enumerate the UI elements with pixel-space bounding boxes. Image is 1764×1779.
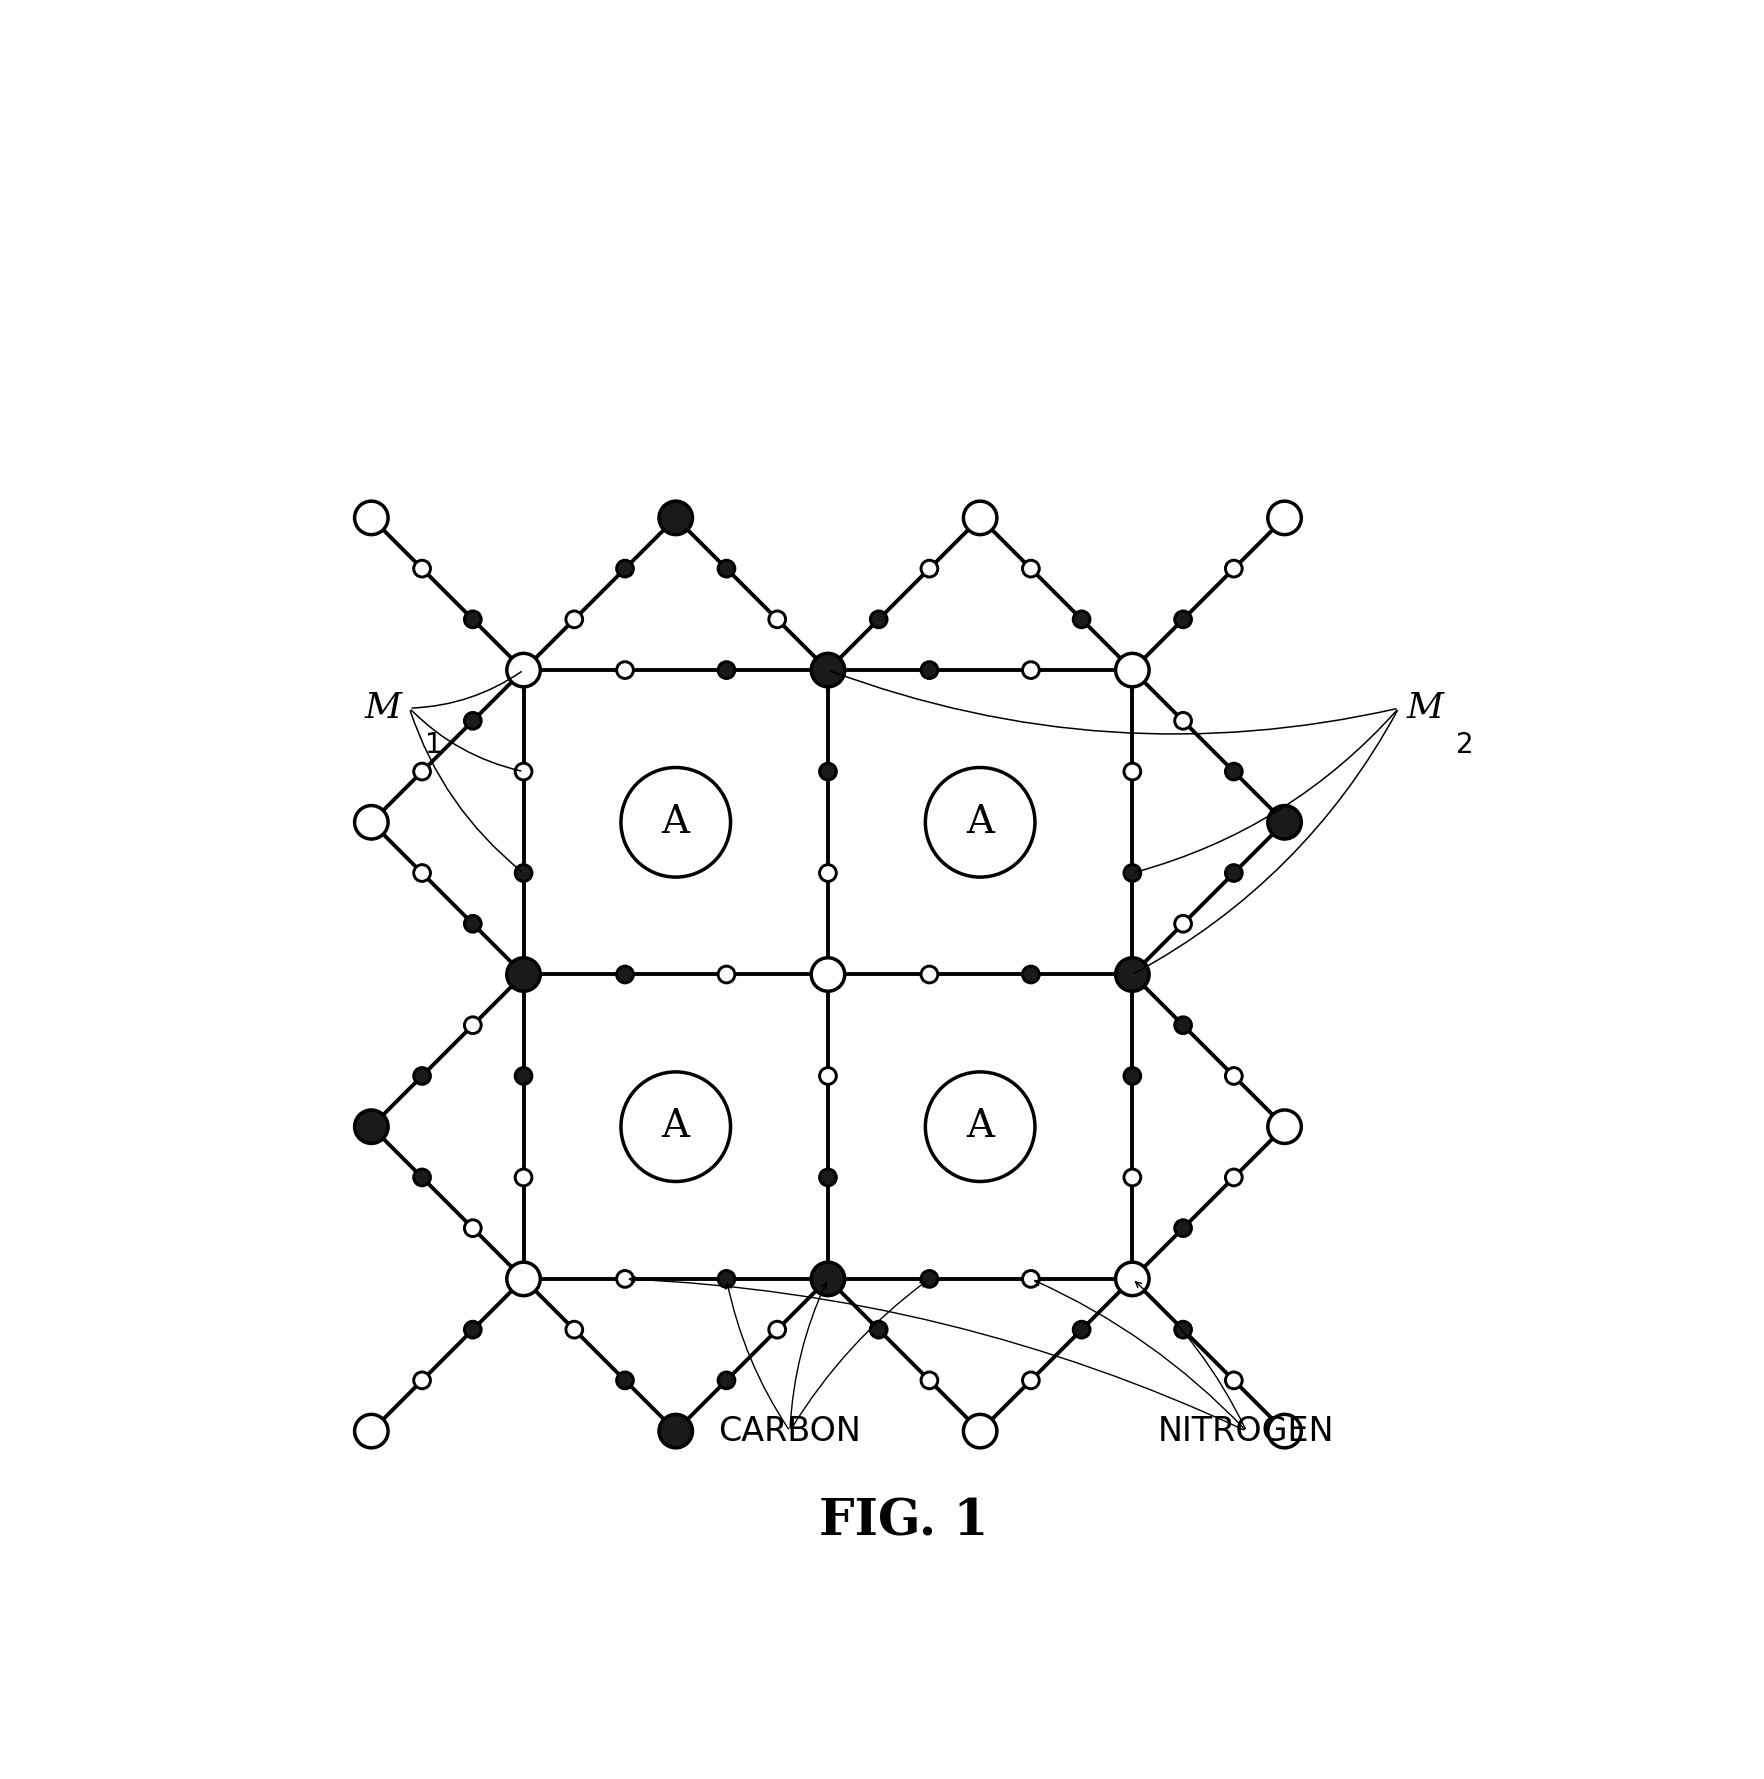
Circle shape bbox=[464, 1220, 482, 1236]
Circle shape bbox=[820, 1169, 836, 1187]
Circle shape bbox=[1124, 763, 1141, 779]
Circle shape bbox=[1124, 1169, 1141, 1187]
Circle shape bbox=[464, 610, 482, 628]
Circle shape bbox=[355, 1414, 388, 1448]
Circle shape bbox=[769, 610, 785, 628]
Circle shape bbox=[1268, 806, 1302, 840]
Circle shape bbox=[1023, 1372, 1039, 1389]
Circle shape bbox=[1175, 712, 1191, 729]
Circle shape bbox=[1226, 1067, 1242, 1085]
Circle shape bbox=[1023, 560, 1039, 576]
Circle shape bbox=[718, 966, 736, 982]
Circle shape bbox=[820, 865, 836, 881]
Circle shape bbox=[1115, 957, 1148, 991]
Circle shape bbox=[355, 1110, 388, 1144]
Circle shape bbox=[1175, 916, 1191, 932]
Circle shape bbox=[617, 966, 633, 982]
Circle shape bbox=[617, 662, 633, 678]
Text: 2: 2 bbox=[1455, 731, 1473, 760]
Circle shape bbox=[566, 610, 582, 628]
Text: NITROGEN: NITROGEN bbox=[1159, 1414, 1335, 1448]
Circle shape bbox=[515, 1169, 533, 1187]
Circle shape bbox=[515, 1067, 533, 1085]
Circle shape bbox=[718, 1372, 736, 1389]
Circle shape bbox=[1124, 865, 1141, 881]
Text: A: A bbox=[662, 804, 690, 841]
Circle shape bbox=[1226, 1169, 1242, 1187]
Circle shape bbox=[464, 1322, 482, 1338]
Circle shape bbox=[820, 1067, 836, 1085]
Circle shape bbox=[464, 1018, 482, 1034]
Circle shape bbox=[1115, 1261, 1148, 1295]
Circle shape bbox=[660, 1414, 693, 1448]
Circle shape bbox=[811, 957, 845, 991]
Circle shape bbox=[415, 865, 430, 881]
Text: M: M bbox=[365, 690, 402, 726]
Circle shape bbox=[1175, 1018, 1191, 1034]
Text: CARBON: CARBON bbox=[718, 1414, 861, 1448]
Circle shape bbox=[1073, 610, 1090, 628]
Circle shape bbox=[415, 1067, 430, 1085]
Circle shape bbox=[660, 502, 693, 535]
Circle shape bbox=[718, 662, 736, 678]
Circle shape bbox=[617, 1372, 633, 1389]
Circle shape bbox=[1023, 662, 1039, 678]
Text: A: A bbox=[967, 804, 995, 841]
Circle shape bbox=[963, 1414, 997, 1448]
Circle shape bbox=[1023, 966, 1039, 982]
Circle shape bbox=[1073, 1322, 1090, 1338]
Circle shape bbox=[355, 806, 388, 840]
Circle shape bbox=[506, 957, 540, 991]
Circle shape bbox=[1226, 763, 1242, 779]
Circle shape bbox=[811, 653, 845, 687]
Text: FIG. 1: FIG. 1 bbox=[818, 1498, 990, 1548]
Circle shape bbox=[1115, 653, 1148, 687]
Circle shape bbox=[355, 502, 388, 535]
Circle shape bbox=[1268, 502, 1302, 535]
Circle shape bbox=[464, 916, 482, 932]
Circle shape bbox=[506, 653, 540, 687]
Circle shape bbox=[464, 712, 482, 729]
Circle shape bbox=[718, 560, 736, 576]
Circle shape bbox=[617, 560, 633, 576]
Circle shape bbox=[811, 1261, 845, 1295]
Circle shape bbox=[1226, 560, 1242, 576]
Circle shape bbox=[921, 662, 938, 678]
Circle shape bbox=[870, 1322, 887, 1338]
Circle shape bbox=[506, 1261, 540, 1295]
Circle shape bbox=[921, 966, 938, 982]
Circle shape bbox=[1226, 865, 1242, 881]
Text: A: A bbox=[967, 1108, 995, 1146]
Circle shape bbox=[1175, 1220, 1191, 1236]
Circle shape bbox=[921, 560, 938, 576]
Circle shape bbox=[515, 763, 533, 779]
Circle shape bbox=[1175, 1322, 1191, 1338]
Circle shape bbox=[1124, 1067, 1141, 1085]
Circle shape bbox=[820, 763, 836, 779]
Circle shape bbox=[617, 1270, 633, 1288]
Circle shape bbox=[566, 1322, 582, 1338]
Circle shape bbox=[718, 1270, 736, 1288]
Circle shape bbox=[1268, 1110, 1302, 1144]
Circle shape bbox=[1226, 1372, 1242, 1389]
Circle shape bbox=[1023, 1270, 1039, 1288]
Circle shape bbox=[921, 1372, 938, 1389]
Circle shape bbox=[769, 1322, 785, 1338]
Circle shape bbox=[415, 763, 430, 779]
Circle shape bbox=[870, 610, 887, 628]
Circle shape bbox=[1268, 1414, 1302, 1448]
Circle shape bbox=[415, 1372, 430, 1389]
Circle shape bbox=[963, 502, 997, 535]
Text: M: M bbox=[1406, 690, 1443, 726]
Text: 1: 1 bbox=[425, 731, 443, 760]
Circle shape bbox=[415, 1169, 430, 1187]
Text: A: A bbox=[662, 1108, 690, 1146]
Circle shape bbox=[515, 865, 533, 881]
Circle shape bbox=[415, 560, 430, 576]
Circle shape bbox=[1175, 610, 1191, 628]
Circle shape bbox=[921, 1270, 938, 1288]
